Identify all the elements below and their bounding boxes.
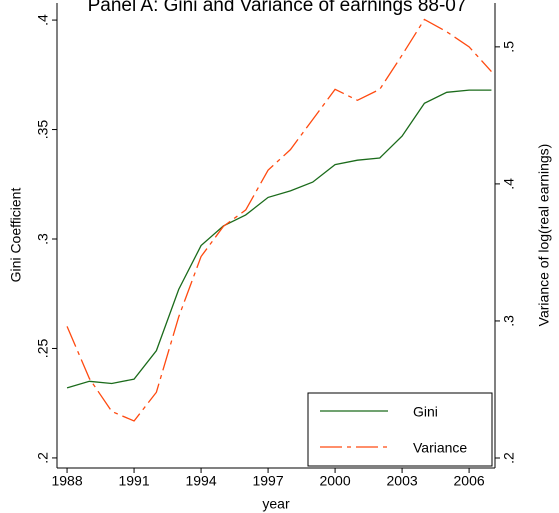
x-axis-label: year bbox=[262, 496, 290, 512]
x-tick-label: 2006 bbox=[454, 473, 485, 489]
x-tick-label: 1991 bbox=[118, 473, 149, 489]
x-tick-label: 1988 bbox=[51, 473, 82, 489]
y-axis-label: Gini Coefficient bbox=[8, 188, 24, 283]
y2-tick-label: .5 bbox=[501, 41, 517, 53]
y-tick-label: .35 bbox=[35, 120, 51, 140]
legend-label: Variance bbox=[413, 440, 467, 456]
y-tick-label: .25 bbox=[35, 339, 51, 359]
y2-tick-label: .2 bbox=[501, 452, 517, 464]
legend-label: Gini bbox=[413, 404, 438, 420]
y2-tick-label: .4 bbox=[501, 178, 517, 190]
series-line bbox=[66, 18, 492, 422]
y2-tick-label: .3 bbox=[501, 315, 517, 327]
x-tick-label: 1997 bbox=[252, 473, 283, 489]
x-tick-label: 1994 bbox=[185, 473, 216, 489]
x-tick-label: 2000 bbox=[319, 473, 350, 489]
y-tick-label: .2 bbox=[35, 452, 51, 464]
y-tick-label: .4 bbox=[35, 14, 51, 26]
y-tick-label: .3 bbox=[35, 233, 51, 245]
y2-axis-label: Variance of log(real earnings) bbox=[536, 144, 552, 327]
chart-title: Panel A: Gini and Variance of earnings 8… bbox=[88, 0, 467, 16]
x-tick-label: 2003 bbox=[387, 473, 418, 489]
series-line bbox=[66, 89, 492, 389]
legend-box bbox=[307, 392, 493, 467]
